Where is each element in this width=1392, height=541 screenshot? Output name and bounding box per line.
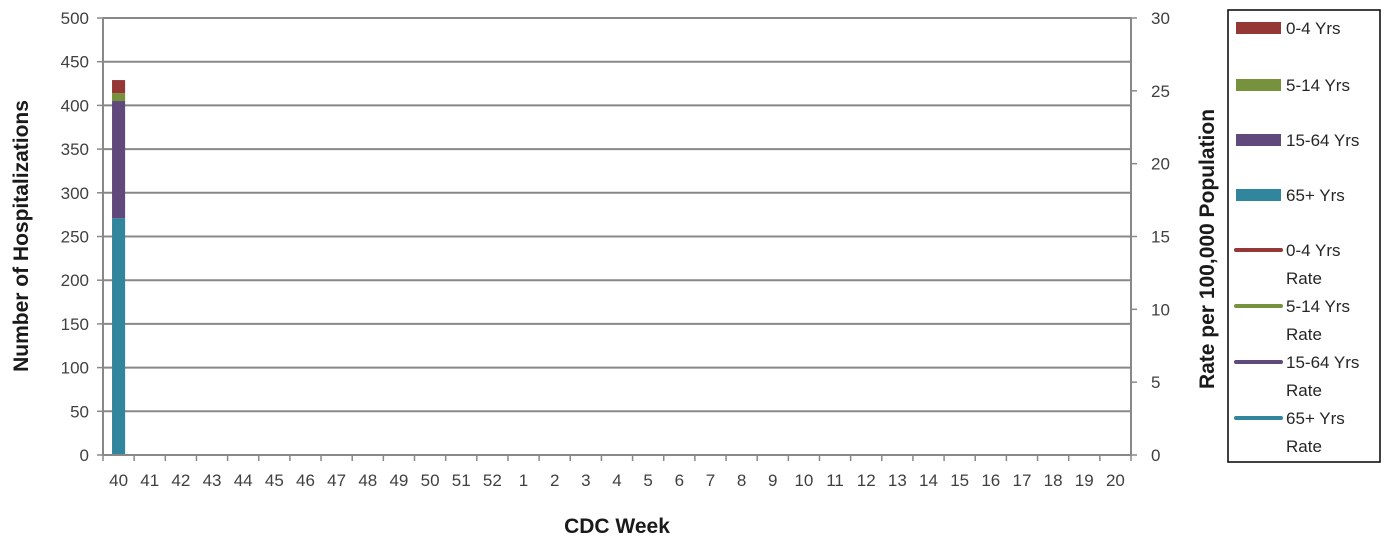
legend-swatch <box>1236 79 1281 91</box>
x-tick-label: 18 <box>1044 471 1063 490</box>
y-tick-label: 50 <box>70 402 89 421</box>
x-tick-label: 7 <box>706 471 715 490</box>
x-tick-label: 4 <box>612 471 621 490</box>
legend-label: 0-4 Yrs Rate <box>1286 241 1341 288</box>
x-tick-label: 46 <box>296 471 315 490</box>
y2-tick-label: 15 <box>1151 228 1170 247</box>
legend-label: 5-14 Yrs <box>1286 76 1350 95</box>
y-tick-label: 400 <box>61 96 89 115</box>
legend-label: 65+ Yrs <box>1286 186 1345 205</box>
x-tick-label: 49 <box>389 471 408 490</box>
legend-swatch <box>1236 22 1281 34</box>
x-tick-label: 52 <box>483 471 502 490</box>
x-tick-label: 16 <box>981 471 1000 490</box>
y-axis-title: Number of Hospitalizations <box>10 100 33 372</box>
x-tick-label: 10 <box>794 471 813 490</box>
x-tick-label: 14 <box>919 471 938 490</box>
x-tick-label: 9 <box>768 471 777 490</box>
x-tick-label: 40 <box>109 471 128 490</box>
legend-swatch <box>1236 134 1281 146</box>
y-tick-label: 100 <box>61 359 89 378</box>
x-tick-label: 13 <box>888 471 907 490</box>
legend-label: 15-64 Yrs Rate <box>1286 353 1359 400</box>
tick-labels: 0501001502002503003504004505000510152025… <box>61 9 1170 490</box>
x-tick-label: 19 <box>1075 471 1094 490</box>
legend-label: 0-4 Yrs <box>1286 19 1341 38</box>
x-tick-label: 8 <box>737 471 746 490</box>
y-tick-label: 350 <box>61 140 89 159</box>
x-tick-label: 41 <box>140 471 159 490</box>
bar-segment <box>112 218 126 455</box>
y-tick-label: 300 <box>61 184 89 203</box>
x-tick-label: 44 <box>234 471 253 490</box>
x-tick-label: 6 <box>675 471 684 490</box>
gridlines <box>103 17 1131 413</box>
x-tick-label: 5 <box>643 471 652 490</box>
y-tick-label: 200 <box>61 271 89 290</box>
x-tick-label: 2 <box>550 471 559 490</box>
legend-label: 65+ Yrs Rate <box>1286 409 1345 456</box>
x-tick-label: 20 <box>1106 471 1125 490</box>
axes <box>97 17 1137 461</box>
x-tick-label: 45 <box>265 471 284 490</box>
x-tick-label: 48 <box>358 471 377 490</box>
x-tick-label: 51 <box>452 471 471 490</box>
legend-swatch <box>1236 189 1281 201</box>
x-tick-label: 11 <box>826 471 844 490</box>
x-tick-label: 42 <box>171 471 190 490</box>
x-tick-label: 12 <box>857 471 876 490</box>
y-tick-label: 250 <box>61 228 89 247</box>
x-tick-label: 43 <box>203 471 222 490</box>
y2-tick-label: 10 <box>1151 300 1170 319</box>
x-tick-label: 50 <box>421 471 440 490</box>
y-tick-label: 0 <box>80 446 89 465</box>
y-tick-label: 450 <box>61 53 89 72</box>
bar-segment <box>112 93 126 102</box>
y2-tick-label: 0 <box>1151 446 1160 465</box>
x-tick-label: 17 <box>1013 471 1032 490</box>
y2-tick-label: 20 <box>1151 155 1170 174</box>
y2-tick-label: 30 <box>1151 9 1170 28</box>
bar-segment <box>112 101 126 219</box>
x-axis-title: CDC Week <box>564 515 670 536</box>
x-tick-label: 47 <box>327 471 346 490</box>
y2-tick-label: 25 <box>1151 82 1170 101</box>
legend-label: 15-64 Yrs <box>1286 131 1359 150</box>
y2-axis-title: Rate per 100,000 Population <box>1196 109 1219 389</box>
bars <box>112 80 126 455</box>
legend: 0-4 Yrs 5-14 Yrs 15-64 Yrs 65+ Yrs 0-4 Yrs Ra… <box>1227 9 1381 463</box>
y-tick-label: 500 <box>61 9 89 28</box>
x-tick-label: 15 <box>950 471 969 490</box>
y2-tick-label: 5 <box>1151 373 1160 392</box>
x-tick-label: 1 <box>519 471 528 490</box>
bar-segment <box>112 80 126 94</box>
y-tick-label: 150 <box>61 315 89 334</box>
legend-label: 5-14 Yrs Rate <box>1286 297 1350 344</box>
x-tick-label: 3 <box>581 471 590 490</box>
